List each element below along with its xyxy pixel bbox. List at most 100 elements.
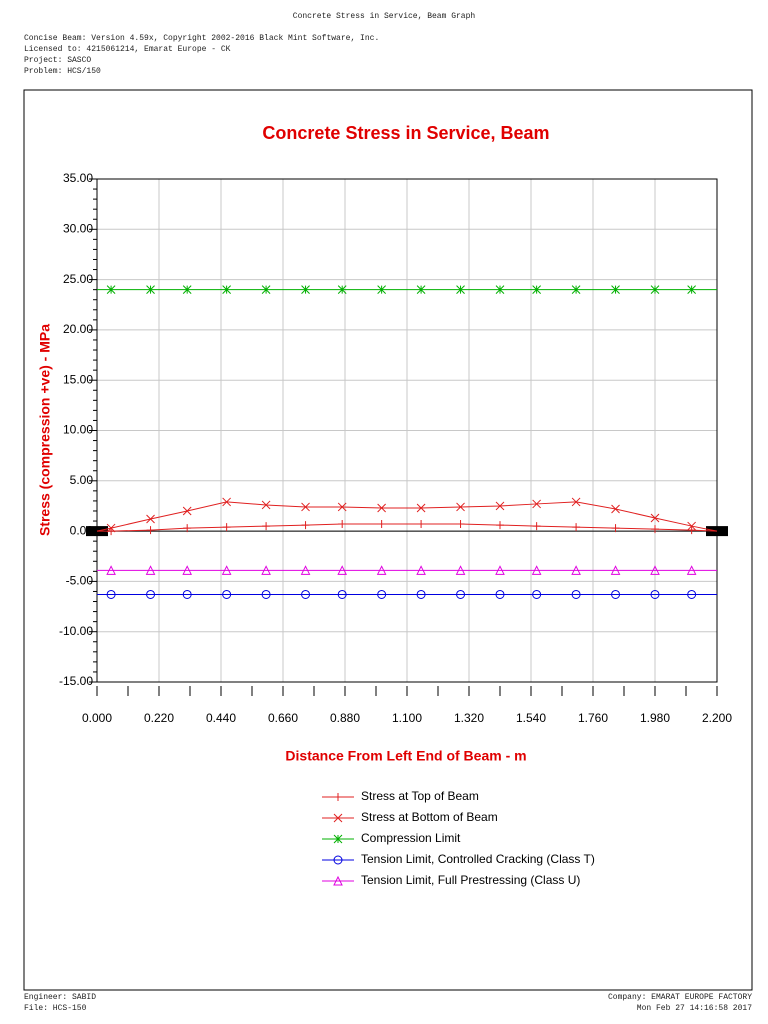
x-axis-label: Distance From Left End of Beam - m bbox=[285, 748, 526, 764]
marker bbox=[106, 565, 116, 575]
marker bbox=[146, 285, 155, 295]
marker bbox=[610, 565, 621, 575]
marker bbox=[182, 589, 192, 599]
marker bbox=[376, 565, 387, 575]
footer-text: Mon Feb 27 14:16:58 2017 bbox=[637, 1004, 752, 1013]
info-line: Concise Beam: Version 4.59x, Copyright 2… bbox=[24, 34, 379, 43]
marker bbox=[221, 565, 232, 575]
marker bbox=[650, 285, 660, 295]
marker bbox=[183, 524, 192, 533]
x-tick-label: 0.660 bbox=[268, 711, 298, 725]
marker bbox=[337, 565, 347, 575]
marker bbox=[495, 501, 505, 511]
marker bbox=[650, 565, 660, 575]
marker bbox=[611, 589, 621, 599]
legend-label: Compression Limit bbox=[361, 831, 461, 845]
marker bbox=[532, 499, 541, 509]
info-line: Licensed to: 4215061214, Emarat Europe -… bbox=[24, 45, 231, 54]
marker bbox=[572, 523, 581, 532]
marker bbox=[651, 525, 659, 534]
series-line bbox=[96, 501, 718, 532]
x-tick-label: 1.320 bbox=[454, 711, 484, 725]
marker bbox=[377, 503, 386, 513]
marker bbox=[531, 565, 542, 575]
y-tick-label: 25.00 bbox=[63, 272, 93, 286]
marker bbox=[611, 524, 620, 533]
marker bbox=[686, 565, 697, 575]
marker bbox=[261, 565, 271, 575]
y-axis-label: Stress (compression +ve) - MPa bbox=[37, 324, 53, 536]
marker bbox=[456, 285, 465, 295]
marker bbox=[301, 502, 310, 512]
page-title: Concrete Stress in Service, Beam Graph bbox=[293, 12, 476, 21]
y-tick-label: 30.00 bbox=[63, 221, 93, 235]
marker bbox=[337, 502, 347, 512]
y-tick-label: -10.00 bbox=[59, 624, 93, 638]
marker bbox=[146, 526, 155, 535]
series-line bbox=[97, 523, 718, 532]
plot-frame bbox=[96, 178, 718, 683]
marker bbox=[495, 565, 505, 575]
y-tick-label: 5.00 bbox=[70, 473, 94, 487]
marker bbox=[145, 565, 156, 575]
y-tick-label: 15.00 bbox=[63, 372, 93, 386]
x-tick-label: 1.540 bbox=[516, 711, 546, 725]
marker bbox=[261, 285, 271, 295]
y-tick-label: 20.00 bbox=[63, 322, 93, 336]
legend-label: Tension Limit, Full Prestressing (Class … bbox=[361, 873, 580, 887]
footer-text: Engineer: SABID bbox=[24, 993, 96, 1002]
marker bbox=[456, 520, 465, 529]
marker bbox=[337, 285, 347, 295]
marker bbox=[222, 589, 232, 599]
marker bbox=[417, 520, 426, 529]
marker bbox=[301, 285, 310, 295]
y-tick-label: 10.00 bbox=[63, 423, 93, 437]
marker bbox=[650, 513, 660, 523]
footer-text: File: HCS-150 bbox=[24, 1004, 87, 1013]
legend-marker bbox=[333, 813, 343, 823]
x-tick-label: 0.220 bbox=[144, 711, 174, 725]
legend-label: Tension Limit, Controlled Cracking (Clas… bbox=[361, 852, 595, 866]
marker bbox=[301, 589, 311, 599]
marker bbox=[106, 523, 116, 533]
legend-marker bbox=[334, 793, 342, 801]
marker bbox=[337, 589, 347, 599]
marker bbox=[455, 565, 466, 575]
marker bbox=[146, 514, 155, 524]
x-tick-label: 2.200 bbox=[702, 711, 732, 725]
marker bbox=[222, 497, 231, 507]
marker bbox=[261, 589, 271, 599]
marker bbox=[182, 565, 192, 575]
footer-text: Company: EMARAT EUROPE FACTORY bbox=[608, 993, 752, 1002]
marker bbox=[496, 521, 504, 530]
marker bbox=[106, 285, 116, 295]
marker bbox=[456, 589, 466, 599]
marker bbox=[222, 523, 231, 532]
marker bbox=[532, 285, 541, 295]
marker bbox=[182, 506, 192, 516]
marker bbox=[301, 521, 310, 530]
x-tick-label: 1.980 bbox=[640, 711, 670, 725]
marker bbox=[416, 285, 426, 295]
chart: Concrete Stress in Service, Beam Distanc… bbox=[37, 123, 733, 887]
marker bbox=[377, 520, 386, 529]
legend-marker bbox=[333, 855, 343, 865]
x-tick-label: 0.000 bbox=[82, 711, 112, 725]
marker bbox=[416, 503, 426, 513]
marker bbox=[106, 589, 116, 599]
y-tick-label: 35.00 bbox=[63, 171, 93, 185]
legend-marker bbox=[333, 834, 343, 844]
marker bbox=[571, 589, 581, 599]
marker bbox=[571, 497, 581, 507]
frame bbox=[23, 89, 753, 991]
legend-marker bbox=[333, 875, 343, 886]
marker bbox=[261, 500, 271, 510]
marker bbox=[495, 589, 505, 599]
info-line: Project: SASCO bbox=[24, 56, 91, 65]
chart-title: Concrete Stress in Service, Beam bbox=[262, 123, 549, 143]
marker bbox=[495, 285, 505, 295]
marker bbox=[687, 521, 696, 531]
marker bbox=[416, 565, 426, 575]
